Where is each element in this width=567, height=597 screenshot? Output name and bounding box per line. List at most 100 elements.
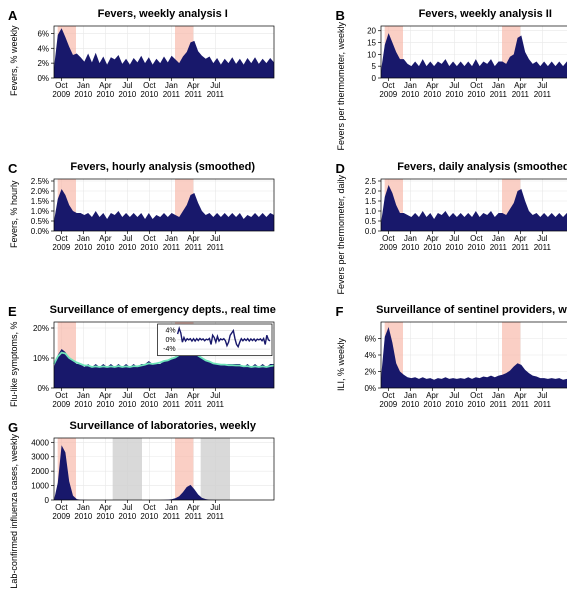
svg-text:0.0: 0.0 <box>365 227 377 236</box>
svg-text:2010: 2010 <box>468 400 486 409</box>
svg-text:Apr: Apr <box>99 391 112 400</box>
svg-text:Oct: Oct <box>382 391 395 400</box>
svg-text:2010: 2010 <box>424 243 442 252</box>
svg-text:Jul: Jul <box>538 234 548 243</box>
svg-text:Jul: Jul <box>122 81 132 90</box>
svg-text:2011: 2011 <box>207 512 225 521</box>
svg-text:2011: 2011 <box>207 400 225 409</box>
svg-text:15: 15 <box>367 39 376 48</box>
panel-f: FSurveillance of sentinel providers, wee… <box>335 304 567 410</box>
panel-g: GSurveillance of laboratories, weeklyLab… <box>8 420 317 589</box>
svg-text:2011: 2011 <box>163 400 181 409</box>
svg-text:1.0: 1.0 <box>365 207 377 216</box>
svg-text:Apr: Apr <box>187 81 200 90</box>
svg-text:2.0%: 2.0% <box>31 187 49 196</box>
panel-title: Fevers, weekly analysis I <box>8 8 317 20</box>
svg-text:2010: 2010 <box>118 512 136 521</box>
svg-text:Jul: Jul <box>210 81 220 90</box>
svg-text:2011: 2011 <box>512 400 530 409</box>
svg-text:Oct: Oct <box>55 81 68 90</box>
chart-area: 01000200030004000Oct2009Jan2010Apr2010Ju… <box>20 434 278 589</box>
svg-text:2%: 2% <box>37 59 49 68</box>
svg-text:2010: 2010 <box>140 512 158 521</box>
svg-text:2%: 2% <box>365 368 377 377</box>
svg-text:2010: 2010 <box>118 400 136 409</box>
svg-text:6%: 6% <box>37 29 49 38</box>
svg-text:Jan: Jan <box>77 503 90 512</box>
svg-text:Apr: Apr <box>426 81 439 90</box>
chart-wrap: Fevers per thermometer, weekly05101520Oc… <box>335 22 567 151</box>
svg-text:Jan: Jan <box>77 391 90 400</box>
panel-b: BFevers, weekly analysis IIFevers per th… <box>335 8 567 151</box>
svg-text:10: 10 <box>367 50 376 59</box>
svg-text:0%: 0% <box>165 337 175 344</box>
svg-text:Oct: Oct <box>143 234 156 243</box>
svg-text:2.0: 2.0 <box>365 187 377 196</box>
svg-text:2010: 2010 <box>96 90 114 99</box>
svg-text:Jul: Jul <box>450 81 460 90</box>
svg-text:2010: 2010 <box>74 90 92 99</box>
svg-text:2009: 2009 <box>52 90 70 99</box>
svg-text:Jan: Jan <box>165 234 178 243</box>
svg-text:4%: 4% <box>165 328 175 335</box>
svg-text:Jan: Jan <box>404 234 417 243</box>
svg-text:Oct: Oct <box>382 81 395 90</box>
svg-text:Apr: Apr <box>426 234 439 243</box>
svg-text:2011: 2011 <box>490 243 508 252</box>
svg-text:Apr: Apr <box>187 391 200 400</box>
svg-text:Apr: Apr <box>99 234 112 243</box>
panel-label: D <box>335 161 344 176</box>
svg-text:Jan: Jan <box>77 81 90 90</box>
svg-text:0.0%: 0.0% <box>31 227 49 236</box>
svg-text:Jul: Jul <box>210 234 220 243</box>
svg-text:Apr: Apr <box>514 391 527 400</box>
svg-text:20: 20 <box>367 27 376 36</box>
svg-text:Apr: Apr <box>426 391 439 400</box>
svg-text:Apr: Apr <box>187 503 200 512</box>
svg-text:2010: 2010 <box>446 90 464 99</box>
svg-text:Oct: Oct <box>470 81 483 90</box>
panel-label: C <box>8 161 17 176</box>
svg-text:2010: 2010 <box>74 512 92 521</box>
svg-text:2010: 2010 <box>74 400 92 409</box>
svg-text:Jan: Jan <box>77 234 90 243</box>
svg-text:2010: 2010 <box>140 90 158 99</box>
svg-text:2010: 2010 <box>468 243 486 252</box>
panel-title: Fevers, daily analysis (smoothed) <box>335 161 567 173</box>
svg-text:2011: 2011 <box>512 90 530 99</box>
svg-text:Oct: Oct <box>143 81 156 90</box>
svg-text:2010: 2010 <box>424 400 442 409</box>
y-axis-label: Fevers, % hourly <box>8 175 20 253</box>
panel-label: E <box>8 304 17 319</box>
svg-text:2010: 2010 <box>140 243 158 252</box>
svg-text:2010: 2010 <box>118 243 136 252</box>
svg-text:Jul: Jul <box>450 391 460 400</box>
svg-text:2011: 2011 <box>207 243 225 252</box>
chart-area: 0.0%0.5%1.0%1.5%2.0%2.5%Oct2009Jan2010Ap… <box>20 175 278 253</box>
svg-text:2010: 2010 <box>446 243 464 252</box>
chart-area: 0%10%20%Oct2009Jan2010Apr2010Jul2010Oct2… <box>20 318 278 410</box>
svg-text:20%: 20% <box>33 324 49 333</box>
svg-text:Oct: Oct <box>470 391 483 400</box>
svg-text:2011: 2011 <box>163 243 181 252</box>
panel-title: Surveillance of sentinel providers, week… <box>335 304 567 316</box>
svg-text:Apr: Apr <box>99 503 112 512</box>
chart-area: 0%2%4%6%Oct2009Jan2010Apr2010Jul2010Oct2… <box>347 318 567 410</box>
chart-wrap: Fevers, % weekly0%2%4%6%Oct2009Jan2010Ap… <box>8 22 317 100</box>
svg-text:Apr: Apr <box>99 81 112 90</box>
svg-text:2011: 2011 <box>163 90 181 99</box>
chart-wrap: Lab-confirmed influenza cases, weekly010… <box>8 434 317 589</box>
svg-text:2000: 2000 <box>31 467 49 476</box>
chart-area: 0.00.51.01.52.02.5Oct2009Jan2010Apr2010J… <box>347 175 567 295</box>
svg-text:Oct: Oct <box>470 234 483 243</box>
svg-text:10%: 10% <box>33 354 49 363</box>
svg-text:Oct: Oct <box>143 503 156 512</box>
svg-text:Jul: Jul <box>538 391 548 400</box>
svg-text:Jul: Jul <box>122 234 132 243</box>
svg-text:Jul: Jul <box>210 503 220 512</box>
chart-wrap: Flu-like symptoms, %0%10%20%Oct2009Jan20… <box>8 318 317 410</box>
svg-text:2.5%: 2.5% <box>31 177 49 186</box>
svg-text:2011: 2011 <box>163 512 181 521</box>
y-axis-label: ILI, % weekly <box>335 318 347 410</box>
svg-text:3000: 3000 <box>31 453 49 462</box>
